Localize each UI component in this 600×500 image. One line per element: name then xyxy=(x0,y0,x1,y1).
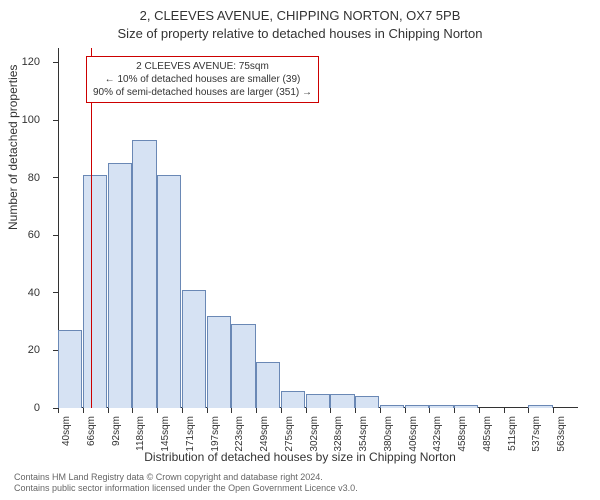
ytick-mark xyxy=(53,235,58,236)
xtick-mark xyxy=(58,408,59,413)
bar xyxy=(58,330,82,408)
ytick-label: 120 xyxy=(0,56,40,68)
bar xyxy=(405,405,429,408)
annotation-box: 2 CLEEVES AVENUE: 75sqm← 10% of detached… xyxy=(86,56,319,103)
xtick-label: 275sqm xyxy=(284,416,295,452)
xtick-mark xyxy=(380,408,381,413)
chart-title-main: 2, CLEEVES AVENUE, CHIPPING NORTON, OX7 … xyxy=(0,8,600,23)
xtick-label: 485sqm xyxy=(482,416,493,452)
ytick-mark xyxy=(53,120,58,121)
bar xyxy=(231,324,255,408)
xtick-mark xyxy=(504,408,505,413)
ytick-label: 100 xyxy=(0,114,40,126)
plot-area: 40sqm66sqm92sqm118sqm145sqm171sqm197sqm2… xyxy=(58,48,578,408)
x-axis-label: Distribution of detached houses by size … xyxy=(0,450,600,464)
ytick-label: 0 xyxy=(0,402,40,414)
xtick-mark xyxy=(132,408,133,413)
bar xyxy=(182,290,206,408)
xtick-mark xyxy=(256,408,257,413)
ytick-label: 20 xyxy=(0,344,40,356)
xtick-label: 118sqm xyxy=(135,416,146,451)
y-axis-label: Number of detached properties xyxy=(6,65,20,230)
chart-title-sub: Size of property relative to detached ho… xyxy=(0,26,600,41)
xtick-mark xyxy=(306,408,307,413)
xtick-label: 40sqm xyxy=(61,416,72,446)
bar xyxy=(108,163,132,408)
annotation-line: ← 10% of detached houses are smaller (39… xyxy=(93,73,312,86)
xtick-mark xyxy=(207,408,208,413)
ytick-mark xyxy=(53,177,58,178)
xtick-label: 92sqm xyxy=(111,416,122,446)
plot-inner: 40sqm66sqm92sqm118sqm145sqm171sqm197sqm2… xyxy=(58,48,578,408)
xtick-mark xyxy=(281,408,282,413)
bar xyxy=(281,391,305,408)
xtick-label: 197sqm xyxy=(210,416,221,452)
xtick-label: 328sqm xyxy=(333,416,344,452)
bar xyxy=(256,362,280,408)
xtick-label: 432sqm xyxy=(432,416,443,452)
annotation-line: 2 CLEEVES AVENUE: 75sqm xyxy=(93,60,312,73)
bar xyxy=(355,396,379,408)
ytick-label: 60 xyxy=(0,229,40,241)
xtick-label: 249sqm xyxy=(259,416,270,452)
xtick-mark xyxy=(108,408,109,413)
xtick-mark xyxy=(405,408,406,413)
bar xyxy=(429,405,453,408)
xtick-label: 223sqm xyxy=(234,416,245,452)
ytick-label: 40 xyxy=(0,287,40,299)
xtick-mark xyxy=(330,408,331,413)
ytick-mark xyxy=(53,62,58,63)
footer-attribution: Contains HM Land Registry data © Crown c… xyxy=(14,472,358,495)
xtick-label: 537sqm xyxy=(531,416,542,452)
ytick-label: 80 xyxy=(0,172,40,184)
xtick-mark xyxy=(553,408,554,413)
bar xyxy=(306,394,330,408)
xtick-label: 380sqm xyxy=(383,416,394,452)
chart-container: 2, CLEEVES AVENUE, CHIPPING NORTON, OX7 … xyxy=(0,0,600,500)
bar xyxy=(454,405,478,408)
xtick-label: 66sqm xyxy=(86,416,97,446)
xtick-label: 302sqm xyxy=(309,416,320,452)
bar xyxy=(207,316,231,408)
xtick-label: 145sqm xyxy=(160,416,171,452)
xtick-mark xyxy=(231,408,232,413)
xtick-mark xyxy=(157,408,158,413)
bar xyxy=(83,175,107,408)
xtick-mark xyxy=(182,408,183,413)
xtick-mark xyxy=(528,408,529,413)
xtick-label: 458sqm xyxy=(457,416,468,452)
xtick-label: 511sqm xyxy=(507,416,518,451)
xtick-label: 406sqm xyxy=(408,416,419,452)
xtick-mark xyxy=(83,408,84,413)
xtick-mark xyxy=(454,408,455,413)
annotation-line: 90% of semi-detached houses are larger (… xyxy=(93,86,312,99)
footer-line-1: Contains HM Land Registry data © Crown c… xyxy=(14,472,358,483)
bar xyxy=(132,140,156,408)
bar xyxy=(528,405,552,408)
xtick-label: 354sqm xyxy=(358,416,369,452)
bar xyxy=(380,405,404,408)
bar xyxy=(330,394,354,408)
ytick-mark xyxy=(53,292,58,293)
xtick-mark xyxy=(355,408,356,413)
xtick-mark xyxy=(429,408,430,413)
xtick-label: 171sqm xyxy=(185,416,196,452)
footer-line-2: Contains public sector information licen… xyxy=(14,483,358,494)
xtick-label: 563sqm xyxy=(556,416,567,452)
xtick-mark xyxy=(479,408,480,413)
bar xyxy=(157,175,181,408)
